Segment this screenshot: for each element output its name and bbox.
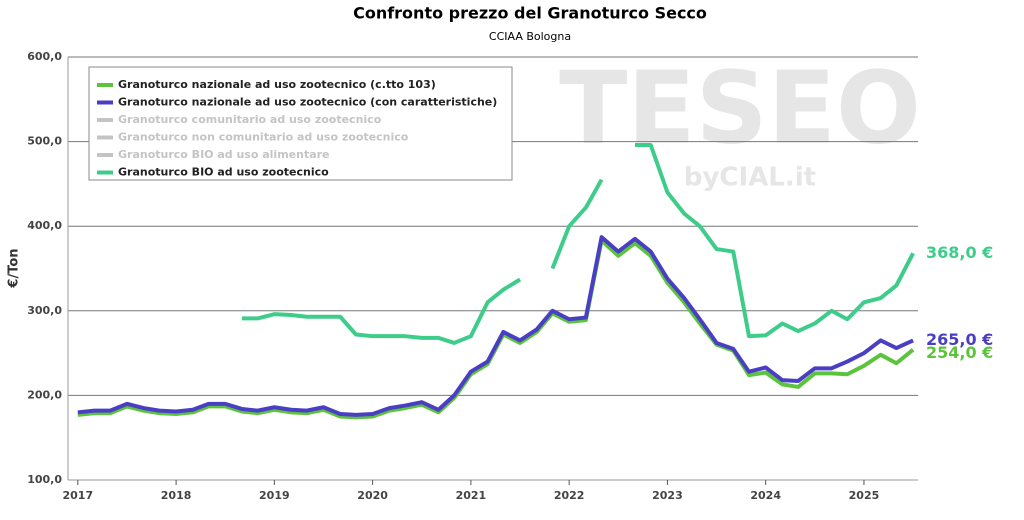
x-tick-label: 2019 <box>259 489 290 502</box>
legend-label: Granoturco BIO ad uso alimentare <box>118 148 330 161</box>
x-tick-label: 2018 <box>161 489 192 502</box>
x-tick-label: 2025 <box>849 489 880 502</box>
series-line <box>77 235 914 417</box>
y-tick-label: 400,0 <box>27 219 62 232</box>
legend-box <box>88 66 513 181</box>
legend-label: Granoturco nazionale ad uso zootecnico (… <box>118 78 436 91</box>
x-tick-label: 2020 <box>357 489 388 502</box>
series-line <box>550 178 604 270</box>
x-tick-label: 2023 <box>652 489 683 502</box>
y-tick-label: 100,0 <box>27 473 62 486</box>
series-line <box>634 142 915 339</box>
x-tick-label: 2021 <box>456 489 487 502</box>
end-label: 265,0 € <box>926 330 993 349</box>
end-label: 254,0 € <box>926 343 993 362</box>
chart-subtitle: CCIAA Bologna <box>489 30 571 43</box>
y-tick-label: 600,0 <box>27 50 62 63</box>
legend-label: Granoturco comunitario ad uso zootecnico <box>118 113 382 126</box>
x-tick-label: 2024 <box>750 489 781 502</box>
legend-label: Granoturco BIO ad uso zootecnico <box>118 166 329 179</box>
watermark-sub: byCIAL.it <box>684 163 816 193</box>
legend-label: Granoturco non comunitario ad uso zootec… <box>118 131 409 144</box>
series-line <box>77 238 915 420</box>
y-axis-label: €/Ton <box>7 248 22 288</box>
legend-label: Granoturco nazionale ad uso zootecnico (… <box>118 96 497 109</box>
watermark: TESEO <box>559 49 921 166</box>
y-tick-label: 500,0 <box>27 135 62 148</box>
series-line <box>241 277 522 345</box>
x-tick-label: 2017 <box>63 489 94 502</box>
chart-title: Confronto prezzo del Granoturco Secco <box>353 4 707 23</box>
y-tick-label: 200,0 <box>27 388 62 401</box>
y-tick-label: 300,0 <box>27 304 62 317</box>
x-tick-label: 2022 <box>554 489 585 502</box>
end-label: 368,0 € <box>926 243 993 262</box>
